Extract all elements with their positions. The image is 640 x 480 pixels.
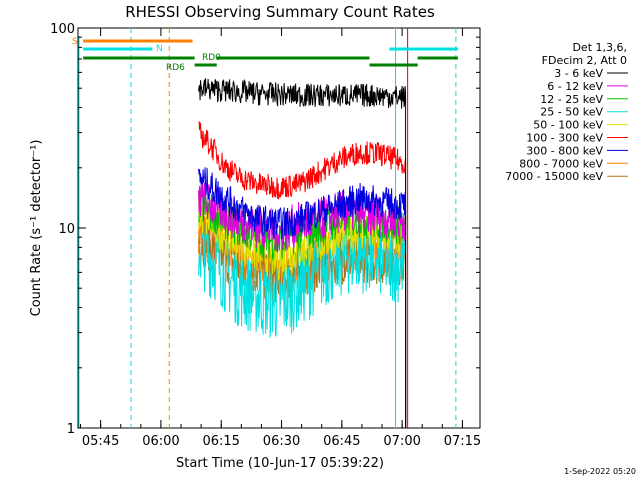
annotation-S: S — [72, 37, 78, 47]
x-tick-label: 07:00 — [383, 434, 420, 449]
footer-timestamp: 1-Sep-2022 05:20 — [564, 467, 636, 476]
series-layer — [198, 78, 407, 428]
x-tick-label: 05:45 — [82, 434, 119, 449]
y-tick-label: 1 — [67, 422, 75, 437]
chart-title: RHESSI Observing Summary Count Rates — [125, 3, 435, 21]
legend-label: 3 - 6 keV — [554, 67, 603, 80]
x-tick-label: 06:15 — [202, 434, 239, 449]
x-tick-label: 06:30 — [263, 434, 300, 449]
annotation-N: N — [156, 44, 163, 54]
legend-label: 7000 - 15000 keV — [505, 170, 603, 183]
y-axis-label: Count Rate (s⁻¹ detector⁻¹) — [29, 140, 44, 317]
legend-label: 100 - 300 keV — [526, 132, 603, 145]
annotation-RD0: RD0 — [202, 53, 221, 63]
x-tick-label: 07:15 — [444, 434, 481, 449]
axis-ticks: 05:45 06:00 06:15 06:30 06:45 07:00 07:15 100 10… — [50, 22, 481, 449]
legend-label: 25 - 50 keV — [540, 106, 603, 119]
legend-label: 300 - 800 keV — [526, 144, 603, 157]
legend-label: 50 - 100 keV — [533, 119, 603, 132]
series-300to800keV — [198, 167, 407, 428]
series-3to6keV — [198, 78, 407, 428]
x-tick-label: 06:45 — [323, 434, 360, 449]
legend-header: FDecim 2, Att 0 — [542, 54, 627, 67]
y-tick-label: 10 — [58, 222, 75, 237]
plot-frame — [77, 27, 481, 429]
legend-label: 800 - 7000 keV — [519, 157, 603, 170]
x-tick-label: 06:00 — [142, 434, 179, 449]
x-axis-label: Start Time (10-Jun-17 05:39:22) — [176, 456, 384, 471]
legend-label: 12 - 25 keV — [540, 93, 603, 106]
series-100to300keV — [198, 121, 407, 428]
legend-header: Det 1,3,6, — [572, 41, 627, 54]
legend-label: 6 - 12 keV — [547, 80, 603, 93]
annotation-RD6: RD6 — [166, 63, 185, 73]
y-tick-label: 100 — [50, 22, 75, 37]
